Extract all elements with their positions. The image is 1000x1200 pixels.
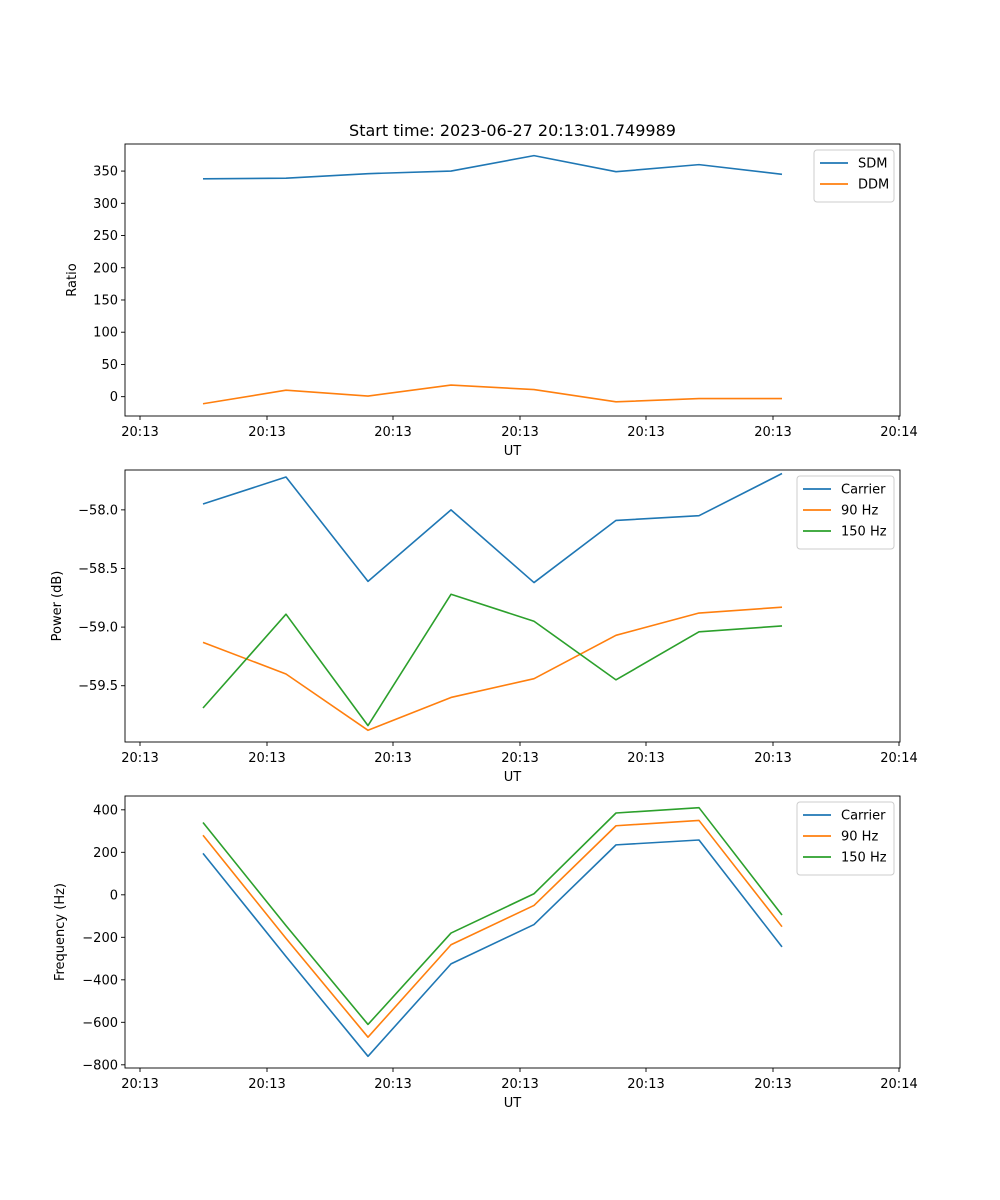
series-line-150-hz <box>202 806 783 1026</box>
x-tick-label: 20:13 <box>627 1077 664 1092</box>
x-tick-label: 20:14 <box>880 1077 917 1092</box>
legend-label: Carrier <box>841 809 886 824</box>
plot-frame <box>124 469 901 743</box>
legend-label: Carrier <box>841 483 886 498</box>
x-axis-label: UT <box>504 444 522 459</box>
legend-label: 90 Hz <box>841 830 878 845</box>
y-tick-label: −400 <box>82 973 118 988</box>
series-line-sdm <box>202 154 783 180</box>
legend: Carrier 90 Hz 150 Hz <box>796 801 895 876</box>
subplot-2: 20:13 20:13 20:13 20:13 20:13 20:13 20:14 UT −59… <box>50 469 918 785</box>
x-tick-label: 20:14 <box>880 751 917 766</box>
y-tick-label: 100 <box>93 326 118 341</box>
y-axis-label: Ratio <box>65 263 80 296</box>
x-tick-label: 20:13 <box>374 425 411 440</box>
y-tick-label: 0 <box>110 888 118 903</box>
x-tick-label: 20:13 <box>374 1077 411 1092</box>
y-tick-label: −800 <box>82 1058 118 1073</box>
legend: SDM DDM <box>813 149 895 203</box>
y-tick-label: −58.5 <box>78 562 118 577</box>
x-axis-label: UT <box>504 770 522 785</box>
series-line-150-hz <box>202 593 783 727</box>
x-tick-label: 20:13 <box>121 425 158 440</box>
series-line-carrier <box>202 839 783 1058</box>
y-tick-label: 200 <box>93 261 118 276</box>
series-line-90-hz <box>202 819 783 1038</box>
subplot-3: 20:13 20:13 20:13 20:13 20:13 20:13 20:14 UT −80… <box>53 795 918 1111</box>
legend-label: 150 Hz <box>841 525 887 540</box>
legend-label: 90 Hz <box>841 504 878 519</box>
chart-title: Start time: 2023-06-27 20:13:01.749989 <box>349 121 676 140</box>
x-tick-label: 20:13 <box>501 751 538 766</box>
y-tick-label: −58.0 <box>78 503 118 518</box>
series-line-carrier <box>202 472 783 584</box>
x-tick-label: 20:14 <box>880 425 917 440</box>
x-tick-label: 20:13 <box>754 1077 791 1092</box>
subplot-1: Start time: 2023-06-27 20:13:01.749989 20… <box>65 121 918 459</box>
x-tick-label: 20:13 <box>374 751 411 766</box>
y-tick-label: −59.5 <box>78 679 118 694</box>
y-axis-label: Power (dB) <box>50 571 65 642</box>
plot-frame <box>124 143 901 417</box>
y-tick-label: 200 <box>93 846 118 861</box>
y-tick-label: −600 <box>82 1016 118 1031</box>
x-tick-label: 20:13 <box>121 1077 158 1092</box>
legend-label: DDM <box>858 178 889 193</box>
x-tick-label: 20:13 <box>248 1077 285 1092</box>
legend: Carrier 90 Hz 150 Hz <box>796 475 895 550</box>
y-tick-label: −59.0 <box>78 621 118 636</box>
y-tick-label: 0 <box>110 390 118 405</box>
y-tick-label: −200 <box>82 931 118 946</box>
x-tick-label: 20:13 <box>248 751 285 766</box>
series-line-ddm <box>202 384 782 405</box>
x-tick-label: 20:13 <box>121 751 158 766</box>
series-line-90-hz <box>202 606 783 732</box>
x-tick-label: 20:13 <box>501 425 538 440</box>
y-tick-label: 250 <box>93 229 118 244</box>
x-tick-label: 20:13 <box>627 425 664 440</box>
plot-frame <box>124 795 901 1069</box>
x-tick-label: 20:13 <box>501 1077 538 1092</box>
x-tick-label: 20:13 <box>754 425 791 440</box>
y-tick-label: 50 <box>101 358 118 373</box>
x-tick-label: 20:13 <box>627 751 664 766</box>
x-axis-label: UT <box>504 1096 522 1111</box>
y-tick-label: 400 <box>93 803 118 818</box>
y-tick-label: 150 <box>93 293 118 308</box>
x-tick-label: 20:13 <box>248 425 285 440</box>
x-tick-label: 20:13 <box>754 751 791 766</box>
y-axis-label: Frequency (Hz) <box>53 883 68 981</box>
y-tick-label: 350 <box>93 165 118 180</box>
legend-label: 150 Hz <box>841 851 887 866</box>
y-tick-label: 300 <box>93 197 118 212</box>
legend-label: SDM <box>858 157 887 172</box>
